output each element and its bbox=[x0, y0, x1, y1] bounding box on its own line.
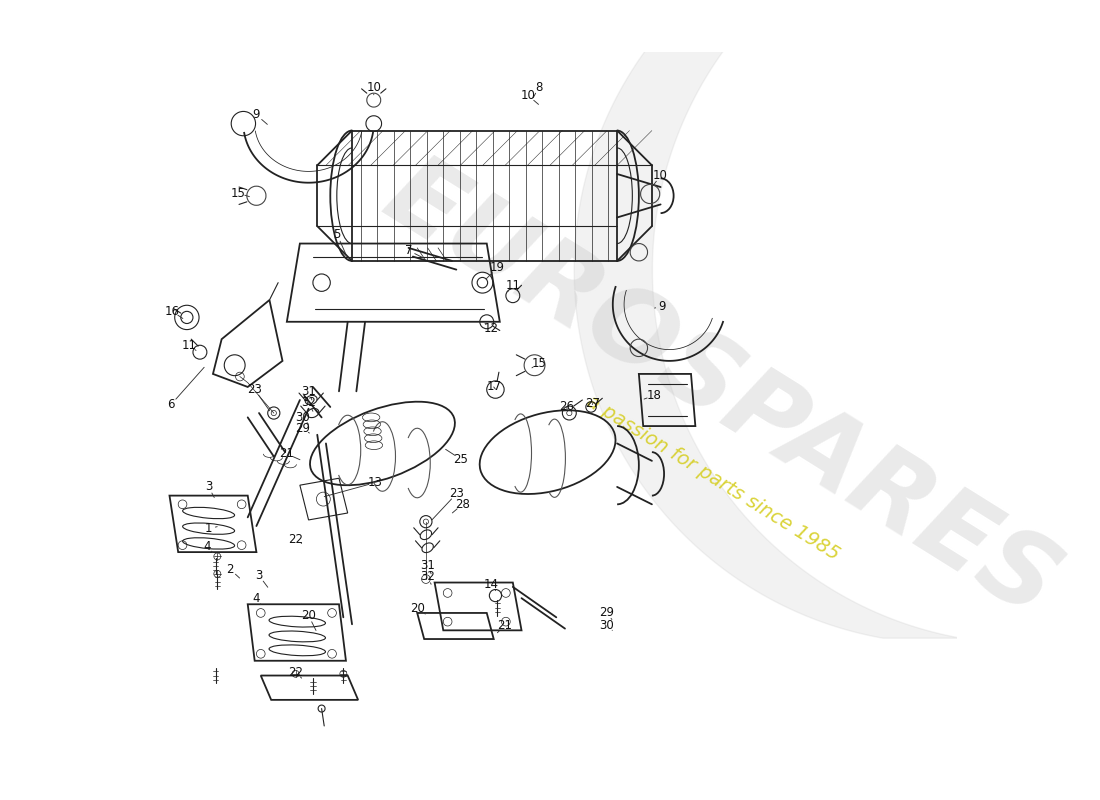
Text: 32: 32 bbox=[301, 396, 316, 409]
Text: 23: 23 bbox=[449, 487, 464, 500]
Text: 32: 32 bbox=[420, 570, 436, 583]
Text: 9: 9 bbox=[659, 300, 667, 313]
Text: 4: 4 bbox=[253, 592, 261, 605]
Text: 29: 29 bbox=[295, 422, 310, 435]
Text: 16: 16 bbox=[165, 305, 179, 318]
Text: 10: 10 bbox=[653, 170, 668, 182]
Text: 8: 8 bbox=[536, 81, 542, 94]
Text: 17: 17 bbox=[486, 381, 502, 394]
Text: 22: 22 bbox=[288, 666, 302, 678]
Text: 20: 20 bbox=[301, 609, 316, 622]
Text: 10: 10 bbox=[521, 90, 536, 102]
Text: 11: 11 bbox=[182, 338, 197, 352]
Text: 5: 5 bbox=[333, 228, 341, 242]
Text: 13: 13 bbox=[368, 476, 383, 489]
Text: 3: 3 bbox=[205, 481, 212, 494]
Text: 30: 30 bbox=[600, 619, 614, 633]
Text: 4: 4 bbox=[204, 539, 210, 553]
Text: 29: 29 bbox=[600, 606, 614, 619]
Text: 18: 18 bbox=[646, 389, 661, 402]
Text: 28: 28 bbox=[455, 498, 470, 511]
Text: 19: 19 bbox=[490, 262, 505, 274]
Text: 27: 27 bbox=[585, 397, 601, 410]
Text: 21: 21 bbox=[496, 619, 512, 633]
Text: 12: 12 bbox=[484, 322, 498, 335]
Text: 25: 25 bbox=[453, 453, 469, 466]
Text: 23: 23 bbox=[248, 383, 262, 396]
Text: 7: 7 bbox=[405, 244, 412, 257]
Text: 15: 15 bbox=[531, 357, 547, 370]
Text: 26: 26 bbox=[559, 401, 574, 414]
Text: 11: 11 bbox=[505, 278, 520, 292]
Text: 15: 15 bbox=[231, 186, 245, 200]
Text: 1: 1 bbox=[205, 522, 212, 535]
Text: 6: 6 bbox=[167, 398, 175, 411]
Text: 3: 3 bbox=[255, 569, 263, 582]
Text: 20: 20 bbox=[410, 602, 425, 615]
Text: 31: 31 bbox=[301, 385, 316, 398]
Text: 21: 21 bbox=[279, 447, 295, 460]
Text: 10: 10 bbox=[366, 81, 382, 94]
Text: 30: 30 bbox=[295, 411, 310, 424]
Text: 2: 2 bbox=[227, 563, 234, 576]
Text: 9: 9 bbox=[253, 109, 261, 122]
Text: EUROSPARES: EUROSPARES bbox=[367, 144, 1076, 639]
Text: 31: 31 bbox=[420, 558, 436, 572]
Text: a passion for parts since 1985: a passion for parts since 1985 bbox=[583, 392, 843, 564]
Text: 14: 14 bbox=[484, 578, 498, 590]
Text: 22: 22 bbox=[288, 533, 302, 546]
